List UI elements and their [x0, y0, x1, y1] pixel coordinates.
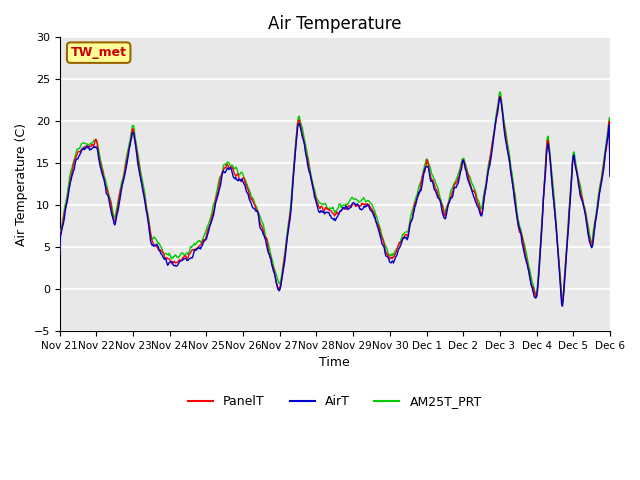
X-axis label: Time: Time [319, 356, 350, 369]
Title: Air Temperature: Air Temperature [268, 15, 401, 33]
Text: TW_met: TW_met [70, 46, 127, 59]
Y-axis label: Air Temperature (C): Air Temperature (C) [15, 122, 28, 246]
Legend: PanelT, AirT, AM25T_PRT: PanelT, AirT, AM25T_PRT [183, 390, 486, 413]
